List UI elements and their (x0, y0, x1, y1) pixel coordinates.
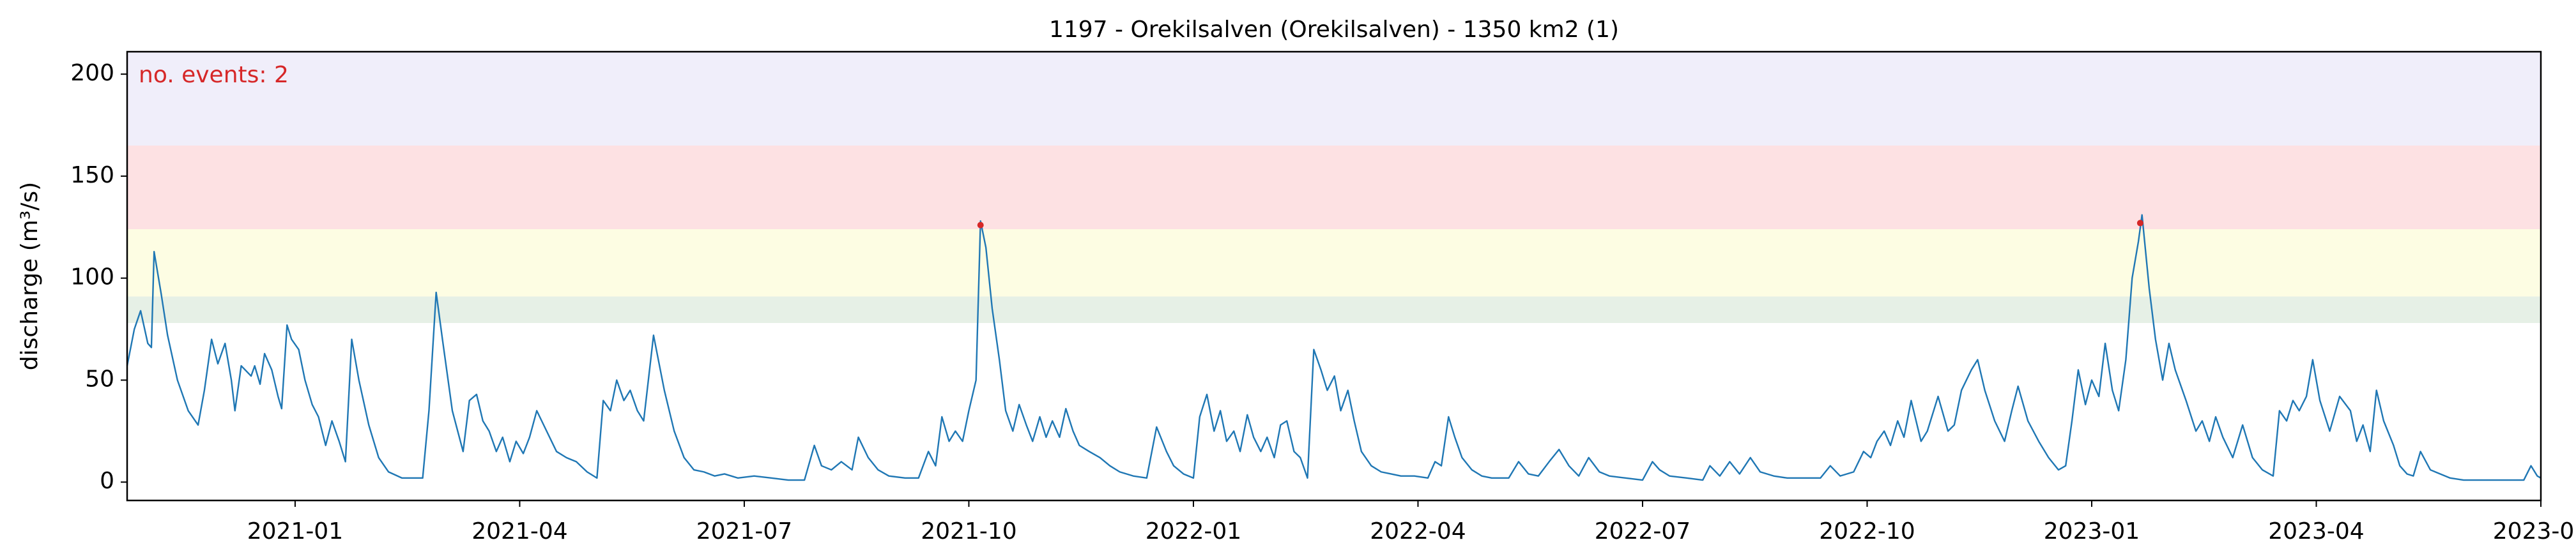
y-tick-label: 50 (85, 366, 114, 392)
y-tick-label: 0 (100, 468, 114, 494)
x-tick-label: 2023-07 (2493, 518, 2576, 545)
threshold-band (127, 145, 2541, 230)
x-tick-label: 2022-01 (1146, 518, 1241, 545)
x-tick-label: 2023-04 (2268, 518, 2364, 545)
x-tick-label: 2022-07 (1595, 518, 1690, 545)
y-tick-label: 200 (70, 60, 114, 86)
event-count: no. events: 2 (139, 62, 289, 88)
x-tick-label: 2021-04 (471, 518, 567, 545)
x-tick-label: 2021-10 (921, 518, 1016, 545)
chart-title: 1197 - Orekilsalven (Orekilsalven) - 135… (1049, 17, 1619, 43)
y-axis-label: discharge (m³/s) (17, 182, 43, 370)
x-tick-label: 2022-10 (1819, 518, 1915, 545)
event-marker (977, 222, 984, 229)
threshold-band (127, 296, 2541, 323)
event-marker (2136, 220, 2143, 227)
x-tick-label: 2021-01 (247, 518, 343, 545)
threshold-band (127, 229, 2541, 297)
threshold-band (127, 52, 2541, 146)
plot-frame (126, 50, 2542, 502)
x-tick-label: 2021-07 (696, 518, 792, 545)
y-tick-label: 150 (70, 162, 114, 188)
y-tick-label: 100 (70, 264, 114, 290)
x-tick-label: 2022-04 (1370, 518, 1466, 545)
x-tick-label: 2023-01 (2044, 518, 2140, 545)
